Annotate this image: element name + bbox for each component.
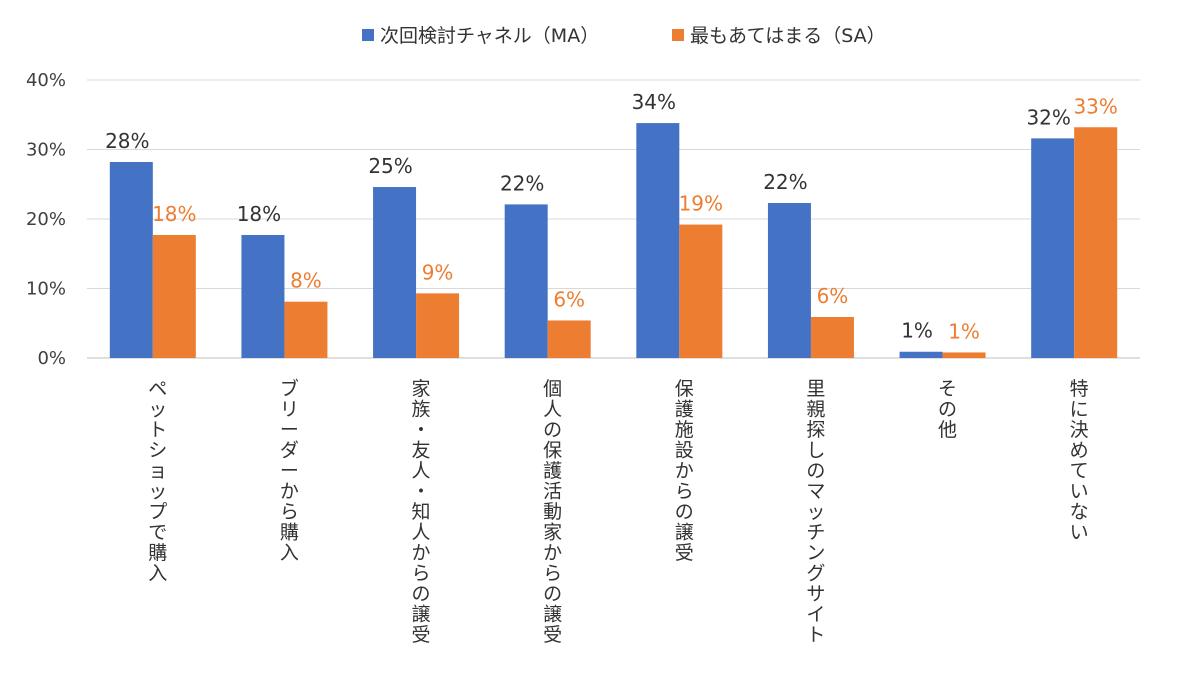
data-label-sa: 6% xyxy=(553,287,585,311)
data-label-sa: 33% xyxy=(1073,94,1117,118)
x-axis: ペットショップで購入 ブリーダーから購入 家族・友人・知人からの譲受 個人の保護活動家… xyxy=(148,377,1088,646)
data-label-ma: 32% xyxy=(1026,105,1070,129)
bars xyxy=(109,123,1118,358)
bar-ma xyxy=(899,351,943,358)
data-label-sa: 1% xyxy=(948,319,980,343)
x-category-label: 保護施設からの譲受 xyxy=(675,378,694,564)
y-tick-label: 10% xyxy=(26,279,66,300)
bar-ma xyxy=(767,203,811,358)
bar-sa xyxy=(284,301,328,358)
data-label-ma: 18% xyxy=(237,202,281,226)
data-label-ma: 28% xyxy=(105,129,149,153)
bar-sa xyxy=(942,352,986,358)
data-label-ma: 34% xyxy=(632,90,676,114)
bar-ma xyxy=(636,123,680,358)
x-category-label: 里親探しのマッチングサイト xyxy=(806,378,825,646)
bar-ma xyxy=(241,234,285,358)
data-label-sa: 8% xyxy=(290,269,322,293)
legend-swatch-sa xyxy=(672,29,684,41)
bar-sa xyxy=(810,316,854,358)
data-label-sa: 9% xyxy=(422,260,454,284)
x-category-label: その他 xyxy=(938,378,957,441)
x-category-label: 個人の保護活動家からの譲受 xyxy=(543,378,562,646)
legend-swatch-ma xyxy=(362,29,374,41)
data-label-sa: 6% xyxy=(817,284,849,308)
data-label-ma: 22% xyxy=(763,170,807,194)
x-category-label: 特に決めていない xyxy=(1070,378,1089,544)
x-category-label: 家族・友人・知人からの譲受 xyxy=(412,378,431,646)
bar-sa xyxy=(152,234,196,358)
data-label-sa: 19% xyxy=(679,192,723,216)
data-label-ma: 22% xyxy=(500,171,544,195)
data-label-ma: 1% xyxy=(901,319,933,343)
y-tick-label: 30% xyxy=(26,140,66,161)
y-tick-label: 0% xyxy=(37,348,66,369)
bar-sa xyxy=(547,320,591,358)
bar-ma xyxy=(109,162,153,358)
bar-ma xyxy=(373,187,417,358)
legend-label-ma: 次回検討チャネル（MA） xyxy=(380,25,599,47)
bar-ma xyxy=(504,204,548,358)
data-labels: 28% 18% 18% 8% 25% 9% 22% 6% 34% 19% 22% 6% 1% 1% 32% 3… xyxy=(105,90,1118,343)
legend: 次回検討チャネル（MA） 最もあてはまる（SA） xyxy=(362,25,886,47)
y-tick-label: 40% xyxy=(26,70,66,91)
y-tick-label: 20% xyxy=(26,209,66,230)
bar-ma xyxy=(1031,138,1075,358)
x-category-label: ブリーダーから購入 xyxy=(280,377,299,564)
bar-sa xyxy=(416,293,460,358)
x-category-label: ペットショップで購入 xyxy=(148,378,167,585)
y-axis: 0% 10% 20% 30% 40% xyxy=(26,70,66,369)
legend-label-sa: 最もあてはまる（SA） xyxy=(690,25,886,47)
bar-sa xyxy=(1074,127,1118,358)
data-label-ma: 25% xyxy=(368,154,412,178)
data-label-sa: 18% xyxy=(152,202,196,226)
bar-sa xyxy=(679,224,723,358)
